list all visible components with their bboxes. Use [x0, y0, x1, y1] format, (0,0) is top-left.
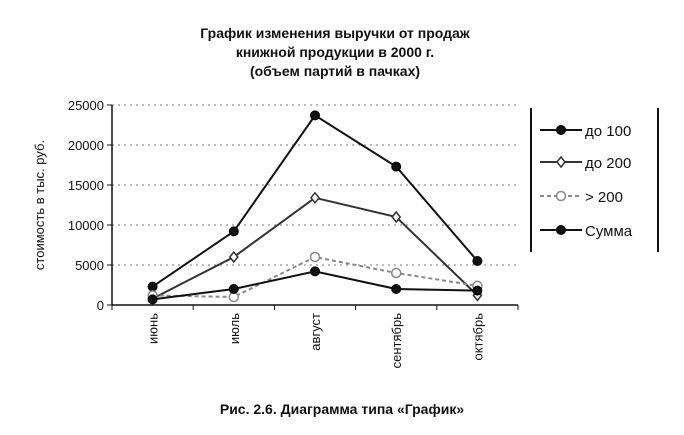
- series-2: [147, 191, 483, 305]
- data-point: [391, 161, 402, 172]
- data-point: [228, 284, 239, 294]
- legend-item: до 200: [540, 155, 631, 172]
- y-axis-label: стоимость в тыс. руб.: [32, 140, 47, 270]
- y-tick-label: 5000: [75, 258, 104, 273]
- series-line: [152, 255, 478, 299]
- series-3: [147, 251, 483, 303]
- data-point: [391, 284, 402, 294]
- legend-label: Сумма: [585, 223, 633, 240]
- data-point: [556, 155, 566, 169]
- series-4: [147, 266, 483, 305]
- legend-label: до 200: [585, 155, 631, 172]
- x-tick-labels: июнь июль август сентябрь октябрь: [146, 313, 486, 369]
- x-tick-label: август: [308, 313, 323, 351]
- data-point: [310, 266, 320, 277]
- legend: до 100 до 200 > 200 Сумма: [530, 108, 659, 252]
- chart-title-line-3: (объем партий в пачках): [250, 63, 420, 79]
- axes: [107, 104, 519, 310]
- legend-item: Сумма: [540, 223, 633, 240]
- legend-label: > 200: [585, 189, 623, 206]
- data-point: [472, 256, 483, 266]
- y-tick-label: 0: [97, 298, 104, 313]
- y-tick-label: 10000: [68, 218, 104, 233]
- data-point: [309, 251, 321, 263]
- data-point: [390, 267, 402, 279]
- data-point: [556, 225, 566, 235]
- figure-caption: Рис. 2.6. Диаграмма типа «График»: [219, 401, 465, 417]
- series-line: [152, 196, 479, 300]
- series-1: [147, 110, 483, 292]
- data-point: [310, 191, 320, 205]
- chart-title-line-2: книжной продукции в 2000 г.: [236, 44, 434, 60]
- data-point: [228, 250, 239, 264]
- series-lines: [147, 110, 483, 305]
- y-tick-label: 20000: [68, 138, 104, 153]
- gridlines: [112, 104, 518, 266]
- x-tick-label: октябрь: [470, 313, 485, 361]
- y-tick-labels: 0 5000 10000 15000 20000 25000: [68, 98, 104, 313]
- data-point: [310, 110, 320, 121]
- y-tick-label: 25000: [68, 98, 104, 113]
- chart-title-line-1: График изменения выручки от продаж: [200, 25, 471, 41]
- legend-label: до 100: [585, 123, 631, 140]
- data-point: [228, 226, 239, 237]
- x-tick-label: июнь: [146, 313, 161, 344]
- x-tick-label: сентябрь: [389, 313, 404, 369]
- data-point: [472, 285, 483, 296]
- data-point: [147, 294, 158, 305]
- x-tick-label: июль: [227, 313, 242, 344]
- data-point: [391, 210, 402, 224]
- legend-item: > 200: [540, 189, 623, 206]
- data-point: [147, 281, 158, 292]
- line-chart: График изменения выручки от продаж книжн…: [32, 25, 659, 369]
- y-tick-label: 15000: [68, 178, 104, 193]
- data-point: [556, 125, 566, 135]
- legend-item: до 100: [540, 123, 631, 140]
- data-point: [555, 190, 567, 202]
